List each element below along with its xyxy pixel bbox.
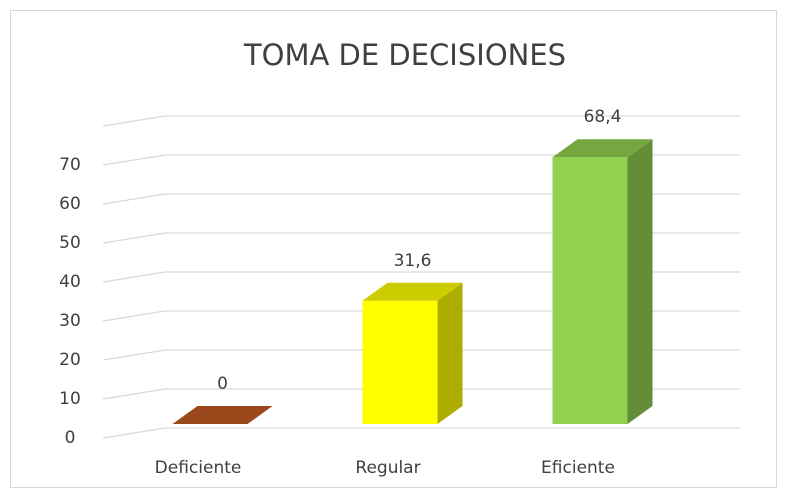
y-tick-label: 0 bbox=[65, 428, 76, 448]
x-tick-label: Deficiente bbox=[155, 458, 242, 478]
bar-side bbox=[627, 139, 653, 425]
x-tick-label: Regular bbox=[355, 458, 420, 478]
y-tick-label: 30 bbox=[59, 311, 81, 331]
grid-line bbox=[102, 232, 740, 244]
grid-line bbox=[102, 427, 740, 439]
chart-title: TOMA DE DECISIONES bbox=[243, 38, 566, 72]
bar-top bbox=[172, 406, 273, 424]
y-tick-label: 40 bbox=[59, 272, 81, 292]
grid-line bbox=[102, 349, 740, 361]
grid-line bbox=[102, 154, 740, 166]
grid-line bbox=[102, 193, 740, 205]
grid-line bbox=[102, 271, 740, 283]
y-tick-label: 70 bbox=[59, 155, 81, 175]
data-label: 68,4 bbox=[584, 107, 622, 127]
bar-side bbox=[437, 282, 463, 424]
bar-front bbox=[362, 300, 438, 424]
bar-top bbox=[552, 139, 653, 158]
y-tick-label: 50 bbox=[59, 233, 81, 253]
bar-front bbox=[552, 157, 628, 425]
y-tick-label: 10 bbox=[59, 389, 81, 409]
grid-line bbox=[102, 388, 740, 400]
data-label: 31,6 bbox=[394, 251, 432, 271]
x-tick-label: Eficiente bbox=[541, 458, 615, 478]
grid-line bbox=[102, 115, 740, 127]
y-tick-label: 20 bbox=[59, 350, 81, 370]
grid-line bbox=[102, 310, 740, 322]
data-label: 0 bbox=[217, 374, 228, 394]
y-tick-label: 60 bbox=[59, 194, 81, 214]
bar-top bbox=[362, 282, 463, 301]
